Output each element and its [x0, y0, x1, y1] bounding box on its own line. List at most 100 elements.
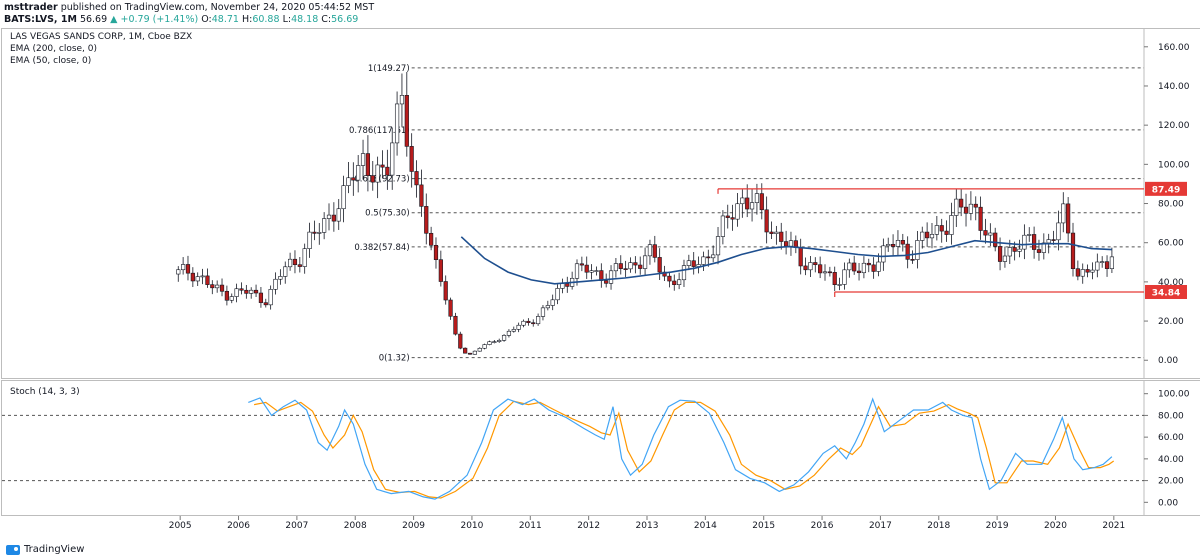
candle-body [219, 284, 225, 292]
candle-body [404, 95, 409, 147]
candle-body [730, 217, 735, 220]
candle-body [297, 264, 302, 267]
candle-body [453, 315, 458, 335]
candle-body [895, 240, 901, 247]
stoch-tick-label: 80.00 [1158, 411, 1184, 421]
candle-body [706, 256, 711, 259]
candle-body [1036, 249, 1042, 253]
candle-body [341, 185, 346, 210]
candle-body [638, 264, 643, 269]
price-tick-label: 40.00 [1158, 278, 1184, 288]
low-label: L: [282, 14, 292, 25]
ema50-legend[interactable]: EMA (50, close, 0) [10, 56, 92, 66]
candle-body [784, 241, 789, 247]
price-tick-label: 80.00 [1158, 200, 1184, 210]
candle-body [1012, 247, 1017, 252]
candle-body [210, 284, 215, 289]
candle-body [856, 270, 862, 274]
tradingview-brand[interactable]: TradingView [6, 544, 84, 555]
candle-body [749, 202, 755, 210]
brand-label: TradingView [24, 544, 85, 555]
candle-body [910, 259, 915, 261]
candle-body [224, 290, 229, 301]
price-chart[interactable]: 160.00 140.00 120.00 100.00 80.00 60.00 40.00 2… [2, 29, 1200, 378]
candle-body [521, 320, 526, 326]
candle-body [594, 270, 599, 272]
price-tick-label: 0.00 [1158, 356, 1178, 366]
candle-body [322, 218, 327, 233]
price-tick-label: 120.00 [1158, 121, 1190, 131]
stochastic-chart[interactable]: 100.00 80.00 60.00 40.00 20.00 0.00 [2, 381, 1200, 515]
fib-level-label: 0.382(57.84) [354, 243, 409, 253]
candle-body [740, 197, 745, 205]
candle-body [818, 264, 823, 274]
candle-body [467, 352, 473, 355]
candle-body [691, 260, 696, 267]
candle-body [317, 232, 322, 234]
candle-body [667, 275, 672, 282]
candle-body [531, 322, 536, 325]
stoch-d-line [253, 400, 1115, 499]
chart-title: LAS VEGAS SANDS CORP, 1M, Cboe BZX [10, 32, 193, 42]
candle-body [433, 244, 439, 260]
candle-body [861, 262, 867, 274]
candle-body [292, 258, 298, 266]
candle-body [477, 347, 482, 352]
candle-body [934, 225, 939, 235]
price-chart-panel[interactable]: 160.00 140.00 120.00 100.00 80.00 60.00 40.00 2… [1, 28, 1200, 379]
candle-body [735, 203, 740, 220]
candle-body [677, 279, 682, 285]
candle-body [686, 260, 691, 266]
stochastic-panel[interactable]: 100.00 80.00 60.00 40.00 20.00 0.00 Stoch (14… [1, 380, 1200, 516]
ema200-legend[interactable]: EMA (200, close, 0) [10, 44, 98, 54]
fib-level-label: 1(149.27) [368, 64, 410, 74]
stoch-tick-label: 0.00 [1158, 498, 1178, 508]
candle-body [394, 103, 400, 144]
ema-line [460, 236, 1112, 285]
candle-body [701, 256, 706, 265]
candle-body [774, 231, 779, 234]
candle-body [511, 329, 516, 332]
candle-body [939, 225, 944, 232]
open-value: 48.71 [211, 14, 239, 25]
candle-body [1051, 239, 1056, 241]
candle-body [1080, 269, 1085, 277]
price-tick-label: 140.00 [1158, 82, 1190, 92]
candle-body [244, 289, 249, 294]
candle-body [200, 275, 205, 278]
price-change: ▲ +0.79 (+1.41%) [110, 14, 199, 25]
candle-body [628, 262, 633, 270]
candle-body [185, 264, 191, 274]
stoch-legend[interactable]: Stoch (14, 3, 3) [10, 387, 80, 397]
candle-body [302, 248, 307, 267]
candle-body [1095, 261, 1100, 271]
candle-body [900, 240, 905, 245]
time-tick-label: 2006 [227, 521, 250, 531]
candle-body [390, 142, 395, 176]
candle-body [409, 146, 414, 172]
price-tick-label: 160.00 [1158, 43, 1190, 53]
candle-body [759, 193, 764, 211]
candle-body [472, 350, 477, 355]
candle-body [1085, 269, 1090, 273]
candle-body [788, 240, 794, 247]
candle-body [642, 255, 648, 269]
time-tick-label: 2009 [402, 521, 425, 531]
candle-body [253, 289, 259, 294]
candle-body [633, 262, 638, 266]
candle-body [351, 177, 356, 181]
candle-body [1017, 248, 1022, 252]
candle-body [429, 232, 434, 246]
candle-body [604, 280, 609, 284]
tradingview-logo-icon [6, 544, 20, 555]
time-tick-label: 2015 [752, 521, 775, 531]
candle-body [813, 262, 818, 266]
candle-body [822, 271, 828, 274]
candle-body [1100, 261, 1105, 263]
time-tick-label: 2007 [285, 521, 308, 531]
candle-body [876, 261, 881, 272]
publisher-name[interactable]: msttrader [4, 2, 58, 13]
candle-body [288, 258, 293, 268]
candle-body [380, 164, 385, 168]
time-tick-label: 2013 [636, 521, 659, 531]
